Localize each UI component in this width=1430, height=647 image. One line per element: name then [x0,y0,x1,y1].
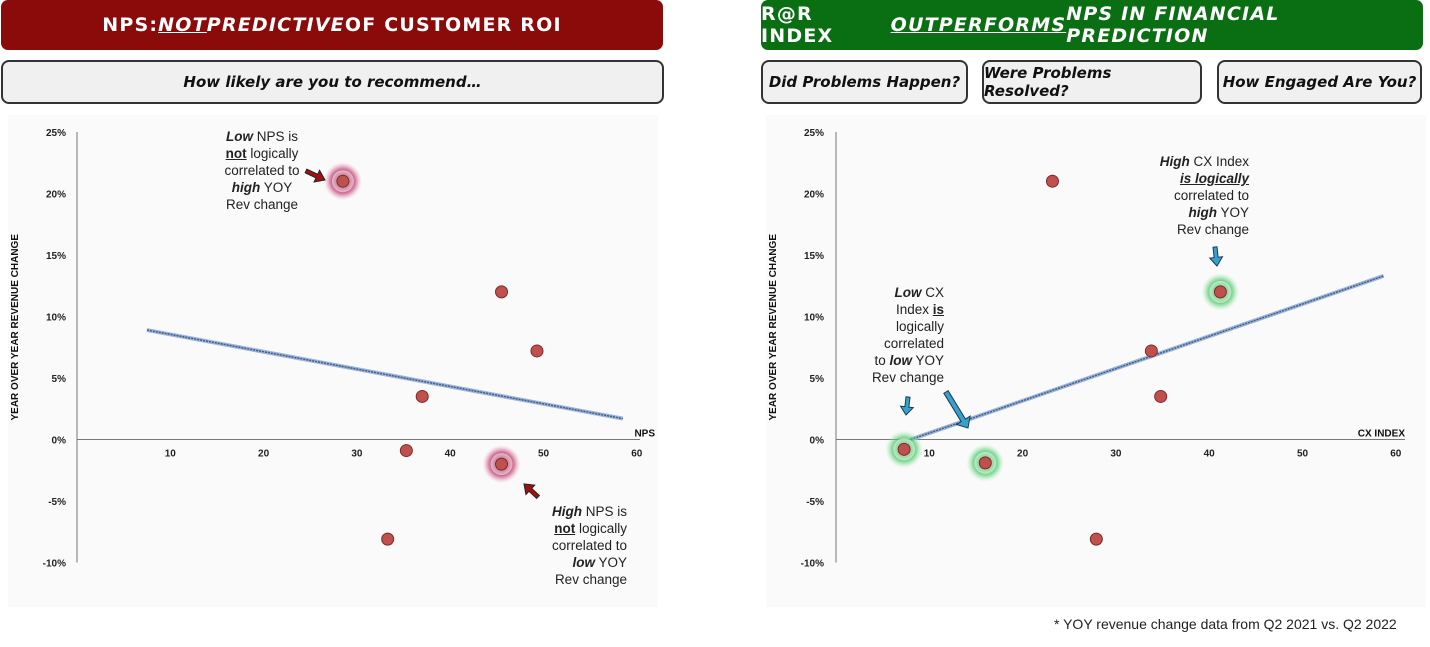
cx-trendline [910,275,1384,441]
annotation-arrows [304,168,1224,500]
nps-scatter-chart: 25% 20% 15% 10% 5% 0% -5% -10% 10 20 30 40 50 60 NPS YE… [10,128,655,570]
right-title-part3: NPS IN FINANCIAL PREDICTION [1066,3,1280,47]
nps-data-point [399,444,413,458]
nps-data-point [336,174,350,188]
cx-data-point [1045,174,1059,188]
nps-x-tick-label: 40 [445,449,457,460]
cx-y-tick-label: 20% [804,190,824,201]
cx-y-tick-label: 5% [810,374,825,385]
right-panel-title: R@R INDEX OUTPERFORMS NPS IN FINANCIAL P… [761,0,1423,50]
annotation-low-nps: Low NPS is not logically correlated to h… [224,129,300,212]
cx-x-tick-label: 30 [1110,449,1122,460]
cx-x-tick-label: 40 [1204,449,1216,460]
question-box-problems-happen: Did Problems Happen? [761,60,968,104]
cx-x-tick-label: 10 [924,449,936,460]
nps-x-tick-label: 30 [351,449,363,460]
question-box-problems-resolved: Were Problems Resolved? [982,60,1202,104]
nps-data-point [495,457,509,471]
nps-data-point [415,389,429,403]
cx-y-tick-label: -10% [801,559,824,570]
nps-y-tick-label: 10% [46,313,66,324]
nps-y-tick-label: 25% [46,128,66,139]
left-title-part3: PREDICTIVE [206,14,345,36]
right-chart-background [766,115,1426,607]
nps-data-point [381,532,395,546]
nps-x-tick-label: 60 [631,449,643,460]
nps-data-point [495,285,509,299]
right-title-part1: R@R INDEX [761,3,834,47]
cx-data-point [1089,532,1103,546]
arrow-low-nps [304,168,326,183]
nps-x-tick-label: 50 [538,449,550,460]
cx-y-tick-label: 10% [804,313,824,324]
nps-y-tick-label: -5% [48,497,66,508]
left-title-part1: NPS: [102,14,159,36]
cx-data-point [1144,344,1158,358]
annotation-high-nps: High NPS is not logically correlated to … [551,504,627,587]
nps-y-tick-label: 5% [52,374,67,385]
cx-x-tick-label: 20 [1017,449,1029,460]
nps-y-axis-label: YEAR OVER YEAR REVENUE CHANGE [10,234,21,421]
arrow-low-cx [899,396,915,416]
nps-data-point [530,344,544,358]
cx-y-tick-label: -5% [806,497,824,508]
arrow-low-cx-2 [943,390,971,429]
cx-y-tick-label: 25% [804,128,824,139]
cx-index-scatter-chart: 25% 20% 15% 10% 5% 0% -5% -10% 10 20 30 40 50 60 CX IN… [768,128,1405,570]
cx-y-axis-label: YEAR OVER YEAR REVENUE CHANGE [768,234,779,421]
nps-y-tick-label: 15% [46,251,66,262]
nps-y-tick-label: 20% [46,190,66,201]
nps-x-tick-label: 10 [165,449,177,460]
nps-x-axis-label: NPS [634,429,655,440]
cx-y-tick-label: 15% [804,251,824,262]
cx-x-tick-label: 60 [1390,449,1402,460]
left-panel-title: NPS: NOT PREDICTIVE OF CUSTOMER ROI [1,0,663,50]
cx-data-point [1154,389,1168,403]
question-box-engaged: How Engaged Are You? [1217,60,1422,104]
cx-x-axis-label: CX INDEX [1358,429,1406,440]
annotation-high-cx: High CX Index is logically correlated to… [1159,154,1249,237]
nps-y-tick-label: 0% [52,436,67,447]
cx-data-point [1213,285,1227,299]
cx-data-point [897,442,911,456]
footnote: * YOY revenue change data from Q2 2021 v… [1054,616,1397,632]
nps-x-tick-label: 20 [258,449,270,460]
right-title-part2: OUTPERFORMS [890,14,1067,36]
nps-y-tick-label: -10% [43,559,66,570]
nps-trendline [146,329,623,420]
left-title-part2: NOT [158,14,207,36]
nps-question-box: How likely are you to recommend… [1,60,664,104]
cx-data-point [978,456,992,470]
cx-y-tick-label: 0% [810,436,825,447]
cx-x-tick-label: 50 [1297,449,1309,460]
arrow-high-nps [523,483,541,500]
left-title-part4: OF CUSTOMER ROI [344,14,562,36]
arrow-high-cx [1208,246,1224,267]
annotation-low-cx: Low CX Index is logically correlated to … [871,285,944,385]
